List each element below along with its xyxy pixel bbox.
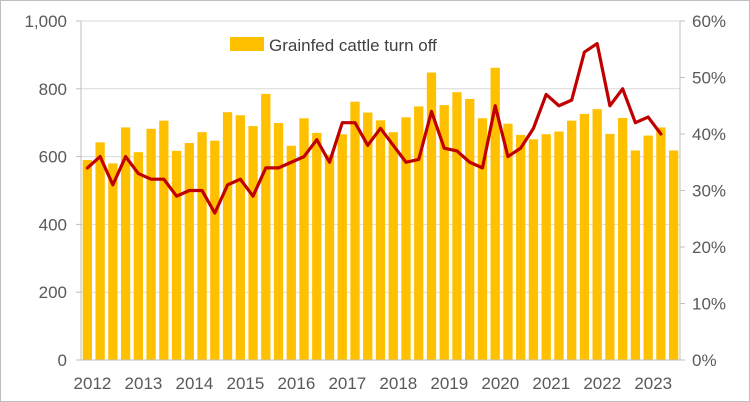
bar bbox=[643, 135, 653, 360]
x-tick-label: 2022 bbox=[583, 374, 621, 393]
x-tick-label: 2019 bbox=[430, 374, 468, 393]
line-path bbox=[85, 41, 663, 215]
right-tick-label: 10% bbox=[692, 295, 726, 314]
bar bbox=[541, 134, 551, 360]
bar bbox=[337, 134, 347, 360]
bar bbox=[350, 101, 360, 361]
x-tick-label: 2012 bbox=[74, 374, 112, 393]
bar bbox=[465, 98, 475, 360]
x-tick-label: 2023 bbox=[634, 374, 672, 393]
left-tick-label: 200 bbox=[39, 283, 67, 302]
bar bbox=[95, 142, 105, 360]
bar bbox=[120, 127, 131, 360]
right-tick-label: 20% bbox=[692, 238, 726, 257]
bar bbox=[579, 113, 590, 360]
right-tick-label: 60% bbox=[692, 12, 726, 31]
legend: Grainfed cattle turn off bbox=[230, 36, 437, 55]
bar bbox=[286, 145, 296, 360]
bar bbox=[516, 134, 526, 360]
bar bbox=[146, 128, 156, 360]
bar bbox=[592, 109, 602, 360]
x-tick-label: 2014 bbox=[176, 374, 214, 393]
bar bbox=[618, 117, 628, 360]
x-tick-label: 2016 bbox=[277, 374, 315, 393]
bar bbox=[248, 126, 258, 360]
bar bbox=[567, 120, 577, 360]
axes bbox=[76, 20, 685, 361]
bar bbox=[171, 150, 182, 360]
bar bbox=[159, 120, 169, 360]
bar bbox=[235, 115, 245, 361]
left-tick-label: 0 bbox=[58, 351, 67, 370]
bar bbox=[401, 117, 411, 360]
bar bbox=[528, 139, 539, 360]
right-axis-ticks: 0% 10% 20% 30% 40% 50% 60% bbox=[692, 12, 726, 370]
bar bbox=[414, 106, 424, 361]
left-tick-label: 800 bbox=[39, 80, 67, 99]
left-axis-ticks: 0 200 400 600 800 1,000 bbox=[24, 12, 67, 370]
x-tick-label: 2018 bbox=[379, 374, 417, 393]
left-tick-label: 400 bbox=[39, 215, 67, 234]
bar bbox=[605, 133, 615, 360]
left-tick-label: 600 bbox=[39, 148, 67, 167]
bar bbox=[388, 132, 398, 360]
x-tick-label: 2021 bbox=[532, 374, 570, 393]
bar bbox=[439, 105, 449, 360]
legend-swatch bbox=[230, 37, 264, 51]
bar bbox=[312, 132, 322, 360]
bar bbox=[222, 112, 233, 360]
x-tick-label: 2013 bbox=[125, 374, 163, 393]
x-axis-ticks: 2012 2013 2014 2015 2016 2017 2018 2019 2020 2021… bbox=[74, 374, 673, 393]
bar bbox=[668, 150, 679, 360]
bar bbox=[184, 143, 194, 360]
bar bbox=[363, 112, 373, 360]
right-tick-label: 30% bbox=[692, 182, 726, 201]
bar bbox=[82, 159, 93, 360]
bar bbox=[133, 152, 143, 360]
bar bbox=[108, 163, 118, 360]
bar bbox=[375, 120, 386, 360]
bar bbox=[554, 131, 564, 360]
x-tick-label: 2020 bbox=[481, 374, 519, 393]
bar bbox=[630, 150, 641, 360]
bar-series bbox=[82, 67, 679, 361]
bar bbox=[490, 67, 500, 360]
bar bbox=[477, 118, 488, 360]
bar bbox=[261, 93, 271, 360]
bar bbox=[503, 123, 513, 360]
legend-label: Grainfed cattle turn off bbox=[269, 36, 437, 55]
bar bbox=[426, 72, 437, 360]
bar bbox=[299, 118, 309, 360]
x-tick-label: 2015 bbox=[226, 374, 264, 393]
left-tick-label: 1,000 bbox=[24, 12, 67, 31]
bar bbox=[197, 132, 207, 360]
bar bbox=[656, 127, 666, 360]
bar bbox=[324, 154, 335, 360]
x-tick-label: 2017 bbox=[328, 374, 366, 393]
bar bbox=[452, 92, 462, 360]
right-tick-label: 50% bbox=[692, 69, 726, 88]
line-series bbox=[85, 41, 663, 215]
bar bbox=[210, 140, 220, 360]
right-tick-label: 0% bbox=[692, 351, 717, 370]
right-tick-label: 40% bbox=[692, 125, 726, 144]
bar bbox=[273, 123, 284, 360]
